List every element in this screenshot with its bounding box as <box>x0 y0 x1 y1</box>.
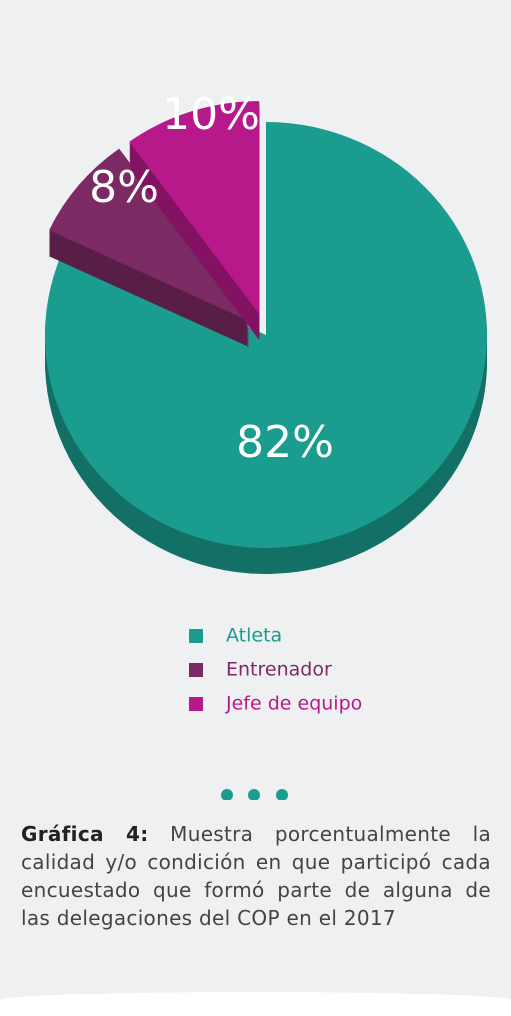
slice <box>49 148 250 321</box>
pager-dot[interactable] <box>221 789 233 800</box>
pager-dot[interactable] <box>276 789 288 800</box>
slice-label: 82% <box>236 417 334 468</box>
caption-label: Gráfica 4: <box>21 822 149 846</box>
chart: 82% 8%10% Atleta Entrenador Jefe de equipo <box>44 89 488 800</box>
footer-edge <box>0 992 511 1016</box>
slice-label: 8% <box>89 162 159 213</box>
caption: Gráfica 4: Muestra porcentualmente la ca… <box>21 820 491 932</box>
slice <box>45 122 488 548</box>
legend-label: Atleta <box>226 625 282 647</box>
legend-swatch <box>189 629 203 643</box>
slice <box>129 101 260 315</box>
slice-label: 10% <box>162 89 260 140</box>
legend-label: Entrenador <box>226 659 332 681</box>
legend-swatch <box>189 663 203 677</box>
legend-label: Jefe de equipo <box>225 693 362 715</box>
pager-dot[interactable] <box>248 789 260 800</box>
caption-text: Muestra porcentualmente la calidad y/o c… <box>21 822 492 930</box>
legend-swatch <box>189 697 203 711</box>
